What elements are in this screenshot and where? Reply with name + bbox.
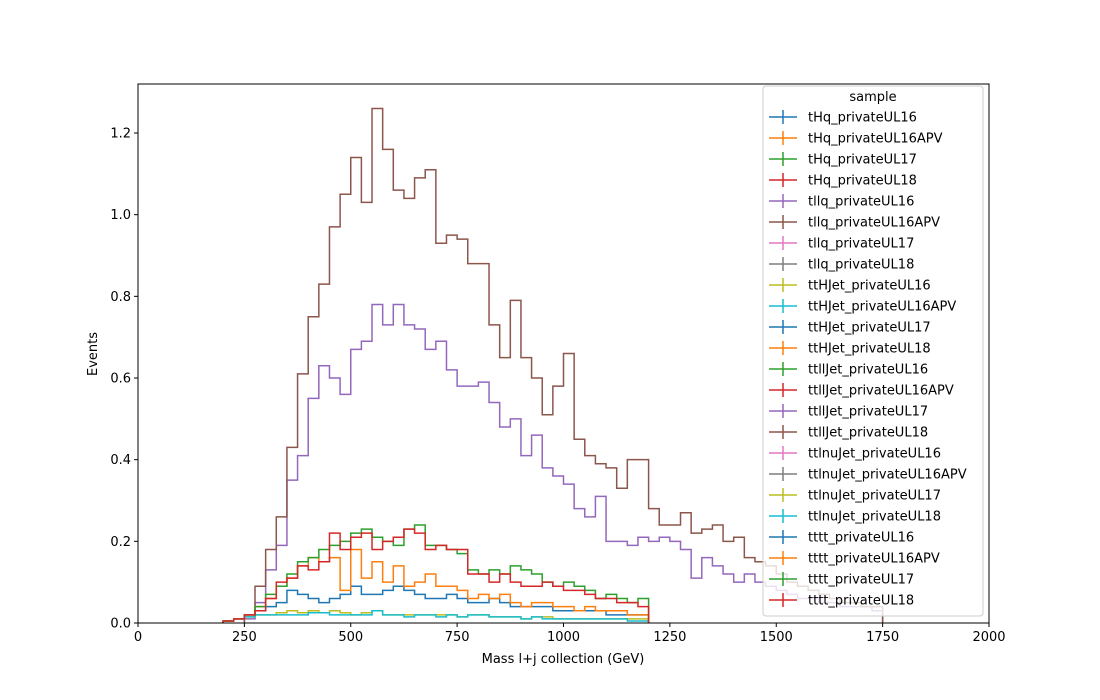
legend-item: ttllJet_privateUL16APV bbox=[769, 383, 954, 399]
legend-label: tHq_privateUL17 bbox=[808, 153, 917, 168]
legend-item: ttllJet_privateUL17 bbox=[769, 404, 928, 420]
legend-item: ttlnuJet_privateUL17 bbox=[769, 488, 941, 504]
legend-item: tllq_privateUL16APV bbox=[769, 215, 940, 231]
y-tick-label: 0.4 bbox=[110, 453, 131, 468]
legend-item: ttHJet_privateUL16APV bbox=[769, 299, 956, 315]
legend-item: tttt_privateUL16APV bbox=[769, 551, 940, 567]
y-tick-label: 1.2 bbox=[110, 127, 131, 142]
x-tick-label: 1750 bbox=[866, 630, 899, 645]
y-axis-ticks: 0.0 0.2 0.4 0.6 0.8 1.0 1.2 bbox=[110, 127, 138, 632]
legend-frame bbox=[762, 85, 984, 617]
x-tick-label: 1250 bbox=[653, 630, 686, 645]
legend-label: ttHJet_privateUL18 bbox=[808, 342, 931, 357]
legend-label: tllq_privateUL18 bbox=[808, 258, 914, 273]
legend-item: tllq_privateUL18 bbox=[769, 257, 914, 273]
legend-label: ttHJet_privateUL16APV bbox=[808, 300, 956, 315]
legend-item: ttHJet_privateUL17 bbox=[769, 320, 931, 336]
legend-label: tllq_privateUL17 bbox=[808, 237, 914, 252]
legend-item: ttllJet_privateUL18 bbox=[769, 425, 928, 441]
y-tick-label: 0.6 bbox=[110, 372, 131, 387]
legend-item: ttlnuJet_privateUL16APV bbox=[769, 467, 967, 483]
x-tick-label: 1500 bbox=[760, 630, 793, 645]
legend-label: tHq_privateUL16 bbox=[808, 111, 917, 126]
legend-label: tttt_privateUL16 bbox=[808, 531, 914, 546]
legend-item: tllq_privateUL16 bbox=[769, 194, 914, 210]
legend-label: ttHJet_privateUL16 bbox=[808, 279, 931, 294]
legend-item: tHq_privateUL16 bbox=[769, 110, 917, 126]
y-tick-label: 1.0 bbox=[110, 208, 131, 223]
legend-item: tllq_privateUL17 bbox=[769, 236, 914, 252]
x-tick-label: 750 bbox=[445, 630, 470, 645]
x-tick-label: 1000 bbox=[547, 630, 580, 645]
y-axis-label: Events bbox=[86, 332, 101, 376]
legend-item: tttt_privateUL17 bbox=[769, 572, 914, 588]
legend-title: sample bbox=[849, 90, 896, 105]
x-tick-label: 250 bbox=[232, 630, 257, 645]
series-step-ttllJet_privateUL16APV bbox=[222, 528, 650, 623]
legend-label: tHq_privateUL18 bbox=[808, 174, 917, 189]
legend-label: ttlnuJet_privateUL18 bbox=[808, 510, 941, 525]
legend-item: tHq_privateUL18 bbox=[769, 173, 917, 189]
legend-item: ttlnuJet_privateUL16 bbox=[769, 446, 941, 462]
series-step-ttHJet_privateUL16APV bbox=[222, 610, 650, 623]
legend-item: tHq_privateUL16APV bbox=[769, 131, 943, 147]
legend-label: ttllJet_privateUL16APV bbox=[808, 384, 954, 399]
legend-label: ttllJet_privateUL17 bbox=[808, 405, 928, 420]
legend: sample tHq_privateUL16 tHq_privateUL16APV… bbox=[762, 85, 984, 617]
legend-label: ttllJet_privateUL18 bbox=[808, 426, 928, 441]
legend-item: ttHJet_privateUL18 bbox=[769, 341, 931, 357]
legend-label: tttt_privateUL17 bbox=[808, 573, 914, 588]
legend-label: tllq_privateUL16 bbox=[808, 195, 914, 210]
y-tick-label: 0.8 bbox=[110, 290, 131, 305]
legend-label: ttlnuJet_privateUL16APV bbox=[808, 468, 967, 483]
x-axis-label: Mass l+j collection (GeV) bbox=[482, 652, 645, 667]
y-tick-label: 0.2 bbox=[110, 535, 131, 550]
legend-label: tllq_privateUL16APV bbox=[808, 216, 940, 231]
x-tick-label: 500 bbox=[338, 630, 363, 645]
series-step-ttHJet_privateUL17 bbox=[222, 585, 650, 623]
legend-item: tHq_privateUL17 bbox=[769, 152, 917, 168]
x-axis-ticks: 0 250 500 750 1000 1250 1500 1750 2000 bbox=[134, 623, 1006, 645]
legend-label: tttt_privateUL16APV bbox=[808, 552, 940, 567]
x-tick-label: 0 bbox=[134, 630, 142, 645]
legend-item: ttllJet_privateUL16 bbox=[769, 362, 928, 378]
legend-item: ttHJet_privateUL16 bbox=[769, 278, 931, 294]
y-tick-label: 0.0 bbox=[110, 617, 131, 632]
legend-entries: tHq_privateUL16 tHq_privateUL16APV tHq_pri… bbox=[769, 110, 967, 609]
legend-label: ttllJet_privateUL16 bbox=[808, 363, 928, 378]
legend-item: tttt_privateUL18 bbox=[769, 593, 914, 609]
legend-item: ttlnuJet_privateUL18 bbox=[769, 509, 941, 525]
legend-label: ttHJet_privateUL17 bbox=[808, 321, 931, 336]
legend-item: tttt_privateUL16 bbox=[769, 530, 914, 546]
legend-label: tHq_privateUL16APV bbox=[808, 132, 943, 147]
legend-label: ttlnuJet_privateUL16 bbox=[808, 447, 941, 462]
legend-label: tttt_privateUL18 bbox=[808, 594, 914, 609]
legend-label: ttlnuJet_privateUL17 bbox=[808, 489, 941, 504]
x-tick-label: 2000 bbox=[972, 630, 1005, 645]
